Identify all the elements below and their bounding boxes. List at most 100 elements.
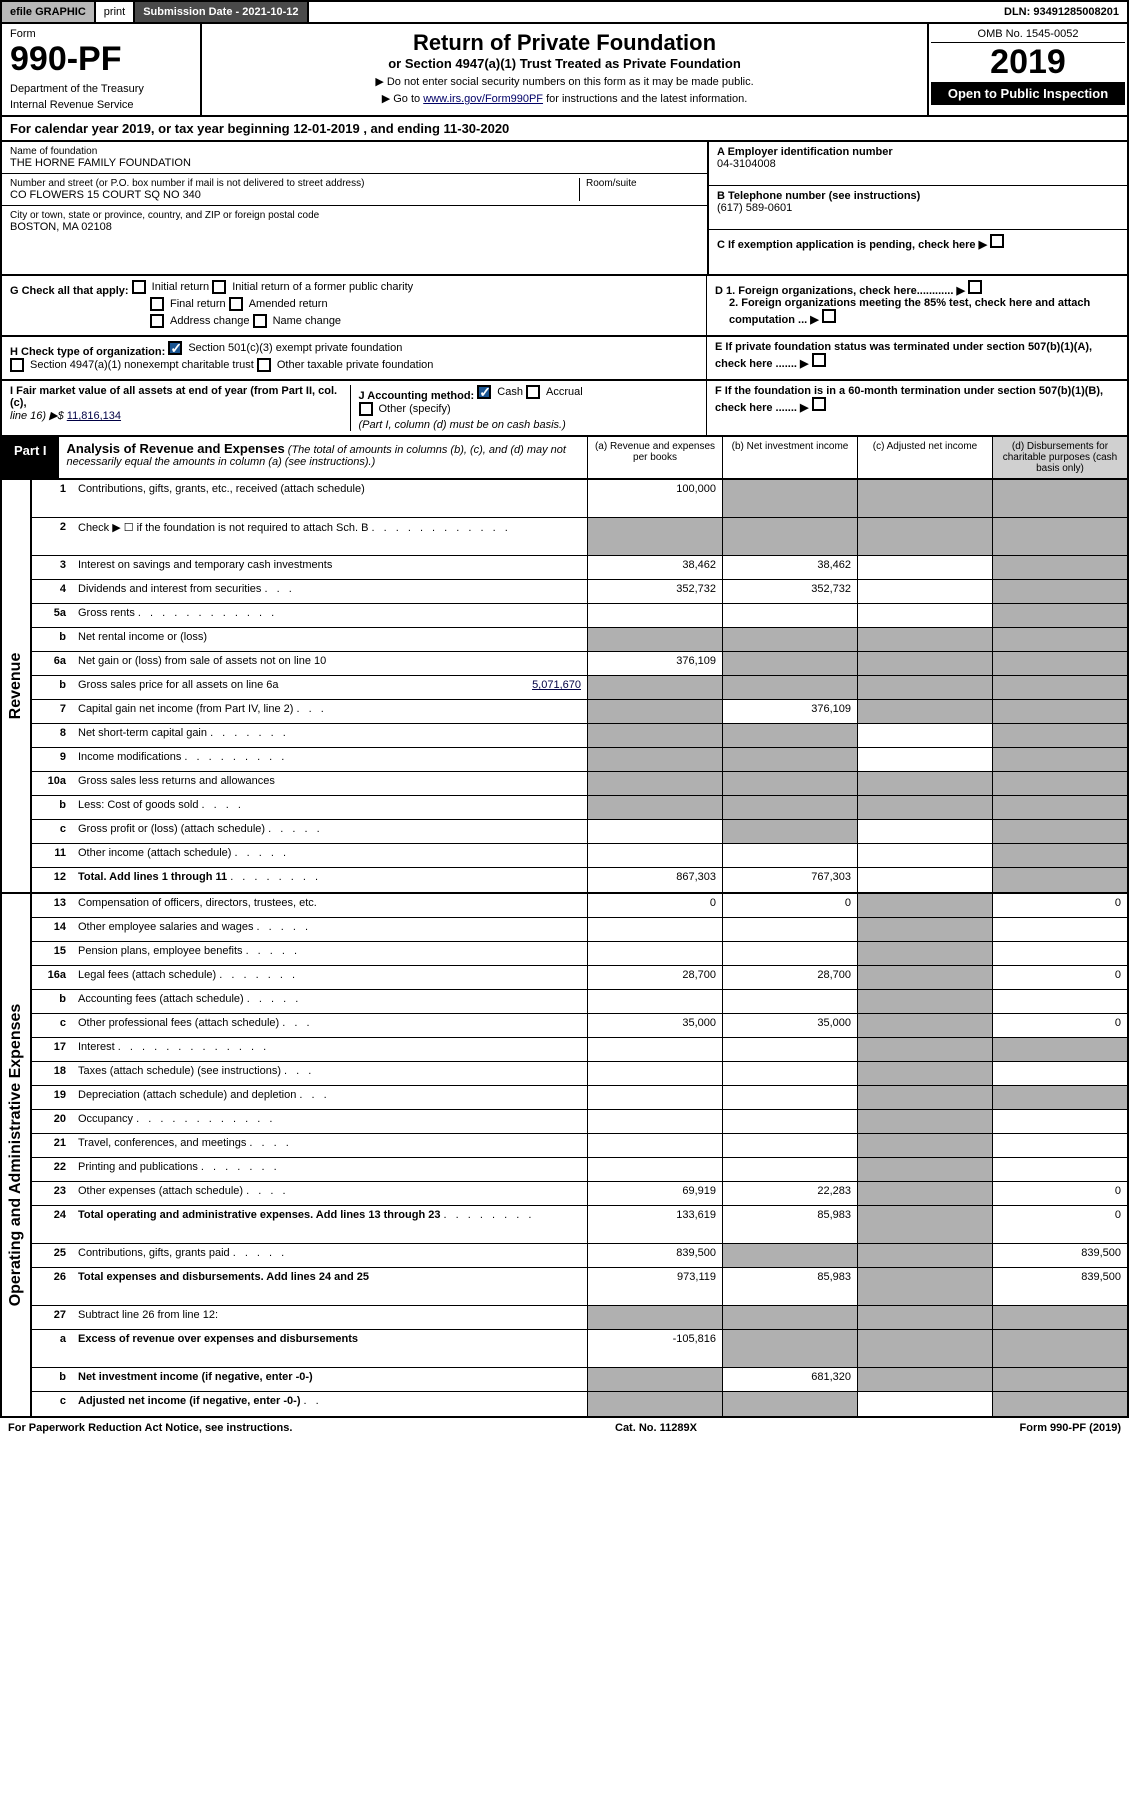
table-row: 16aLegal fees (attach schedule) . . . . … — [32, 966, 1127, 990]
foundation-info: Name of foundation THE HORNE FAMILY FOUN… — [0, 142, 1129, 276]
foundation-city: BOSTON, MA 02108 — [10, 221, 699, 233]
g-address-cb[interactable] — [150, 314, 164, 328]
table-row: bAccounting fees (attach schedule) . . .… — [32, 990, 1127, 1014]
e-checkbox[interactable] — [812, 353, 826, 367]
g-name-cb[interactable] — [253, 314, 267, 328]
col-d-head: (d) Disbursements for charitable purpose… — [992, 437, 1127, 478]
h-4947-cb[interactable] — [10, 358, 24, 372]
form-note1: ▶ Do not enter social security numbers o… — [208, 75, 921, 88]
omb-number: OMB No. 1545-0052 — [931, 26, 1125, 43]
table-row: 9Income modifications . . . . . . . . . — [32, 748, 1127, 772]
form-id-block: Form 990-PF Department of the Treasury I… — [2, 24, 202, 115]
ein-value: 04-3104008 — [717, 158, 1119, 170]
print-link[interactable]: print — [96, 2, 135, 22]
revenue-table: Revenue 1Contributions, gifts, grants, e… — [0, 480, 1129, 894]
form-title: Return of Private Foundation — [208, 30, 921, 56]
d2-checkbox[interactable] — [822, 309, 836, 323]
table-row: 26Total expenses and disbursements. Add … — [32, 1268, 1127, 1306]
dept-treasury: Department of the Treasury — [10, 83, 192, 95]
submission-date: Submission Date - 2021-10-12 — [135, 2, 308, 22]
col-b-head: (b) Net investment income — [722, 437, 857, 478]
table-row: 2Check ▶ ☐ if the foundation is not requ… — [32, 518, 1127, 556]
table-row: 21Travel, conferences, and meetings . . … — [32, 1134, 1127, 1158]
table-row: 6aNet gain or (loss) from sale of assets… — [32, 652, 1127, 676]
expenses-table: Operating and Administrative Expenses 13… — [0, 894, 1129, 1418]
expenses-side-label: Operating and Administrative Expenses — [2, 894, 32, 1416]
table-row: 8Net short-term capital gain . . . . . .… — [32, 724, 1127, 748]
tax-year: 2019 — [931, 43, 1125, 82]
foundation-name: THE HORNE FAMILY FOUNDATION — [10, 157, 699, 169]
table-row: 18Taxes (attach schedule) (see instructi… — [32, 1062, 1127, 1086]
footer-right: Form 990-PF (2019) — [1020, 1422, 1121, 1434]
table-row: 15Pension plans, employee benefits . . .… — [32, 942, 1127, 966]
form-header: Form 990-PF Department of the Treasury I… — [0, 22, 1129, 117]
table-row: 23Other expenses (attach schedule) . . .… — [32, 1182, 1127, 1206]
form-label: Form — [10, 28, 192, 40]
form-note2: ▶ Go to www.irs.gov/Form990PF for instru… — [208, 92, 921, 105]
h-501c3-cb[interactable] — [168, 341, 182, 355]
form-year-block: OMB No. 1545-0052 2019 Open to Public In… — [927, 24, 1127, 115]
irs-label: Internal Revenue Service — [10, 99, 192, 111]
section-g-d: G Check all that apply: Initial return I… — [0, 276, 1129, 337]
g-initial-public-cb[interactable] — [212, 280, 226, 294]
table-row: 27Subtract line 26 from line 12: — [32, 1306, 1127, 1330]
f-block: F If the foundation is in a 60-month ter… — [707, 381, 1127, 435]
foundation-name-cell: Name of foundation THE HORNE FAMILY FOUN… — [2, 142, 707, 174]
foundation-address: CO FLOWERS 15 COURT SQ NO 340 — [10, 189, 579, 201]
table-row: bNet rental income or (loss) — [32, 628, 1127, 652]
table-row: 5aGross rents . . . . . . . . . . . . — [32, 604, 1127, 628]
fmv-value: 11,816,134 — [67, 410, 121, 422]
table-row: bLess: Cost of goods sold . . . . — [32, 796, 1127, 820]
table-row: 19Depreciation (attach schedule) and dep… — [32, 1086, 1127, 1110]
g-amended-cb[interactable] — [229, 297, 243, 311]
table-row: cAdjusted net income (if negative, enter… — [32, 1392, 1127, 1416]
g-initial-cb[interactable] — [132, 280, 146, 294]
g-final-cb[interactable] — [150, 297, 164, 311]
part1-desc: Analysis of Revenue and Expenses (The to… — [59, 437, 587, 478]
city-cell: City or town, state or province, country… — [2, 206, 707, 237]
form-subtitle: or Section 4947(a)(1) Trust Treated as P… — [208, 56, 921, 71]
phone-cell: B Telephone number (see instructions) (6… — [709, 186, 1127, 230]
footer-mid: Cat. No. 11289X — [615, 1422, 697, 1434]
form-title-block: Return of Private Foundation or Section … — [202, 24, 927, 115]
d1-checkbox[interactable] — [968, 280, 982, 294]
phone-value: (617) 589-0601 — [717, 202, 1119, 214]
ein-cell: A Employer identification number 04-3104… — [709, 142, 1127, 186]
open-to-public: Open to Public Inspection — [931, 82, 1125, 105]
form-number: 990-PF — [10, 40, 192, 79]
col-c-head: (c) Adjusted net income — [857, 437, 992, 478]
dln: DLN: 93491285008201 — [996, 2, 1127, 22]
j-block: J Accounting method: Cash Accrual Other … — [350, 385, 699, 431]
efile-label: efile GRAPHIC — [2, 2, 96, 22]
exemption-cell: C If exemption application is pending, c… — [709, 230, 1127, 274]
table-row: 11Other income (attach schedule) . . . .… — [32, 844, 1127, 868]
c-checkbox[interactable] — [990, 234, 1004, 248]
section-ij-f: I Fair market value of all assets at end… — [0, 381, 1129, 437]
page-footer: For Paperwork Reduction Act Notice, see … — [0, 1418, 1129, 1438]
table-row: aExcess of revenue over expenses and dis… — [32, 1330, 1127, 1368]
irs-link[interactable]: www.irs.gov/Form990PF — [423, 93, 543, 105]
revenue-side-label: Revenue — [2, 480, 32, 892]
room-label: Room/suite — [586, 178, 699, 189]
part1-label: Part I — [2, 437, 59, 478]
table-row: 12Total. Add lines 1 through 11 . . . . … — [32, 868, 1127, 892]
table-row: 14Other employee salaries and wages . . … — [32, 918, 1127, 942]
table-row: 20Occupancy . . . . . . . . . . . . — [32, 1110, 1127, 1134]
address-cell: Number and street (or P.O. box number if… — [2, 174, 707, 206]
table-row: 10aGross sales less returns and allowanc… — [32, 772, 1127, 796]
h-other-cb[interactable] — [257, 358, 271, 372]
calendar-year-line: For calendar year 2019, or tax year begi… — [0, 117, 1129, 142]
j-accrual-cb[interactable] — [526, 385, 540, 399]
j-cash-cb[interactable] — [477, 385, 491, 399]
table-row: 1Contributions, gifts, grants, etc., rec… — [32, 480, 1127, 518]
col-a-head: (a) Revenue and expenses per books — [587, 437, 722, 478]
table-row: 3Interest on savings and temporary cash … — [32, 556, 1127, 580]
j-other-cb[interactable] — [359, 402, 373, 416]
f-checkbox[interactable] — [812, 397, 826, 411]
footer-left: For Paperwork Reduction Act Notice, see … — [8, 1422, 292, 1434]
table-row: bGross sales price for all assets on lin… — [32, 676, 1127, 700]
top-bar: efile GRAPHIC print Submission Date - 20… — [0, 0, 1129, 22]
e-block: E If private foundation status was termi… — [707, 337, 1127, 379]
table-row: 22Printing and publications . . . . . . … — [32, 1158, 1127, 1182]
table-row: 4Dividends and interest from securities … — [32, 580, 1127, 604]
